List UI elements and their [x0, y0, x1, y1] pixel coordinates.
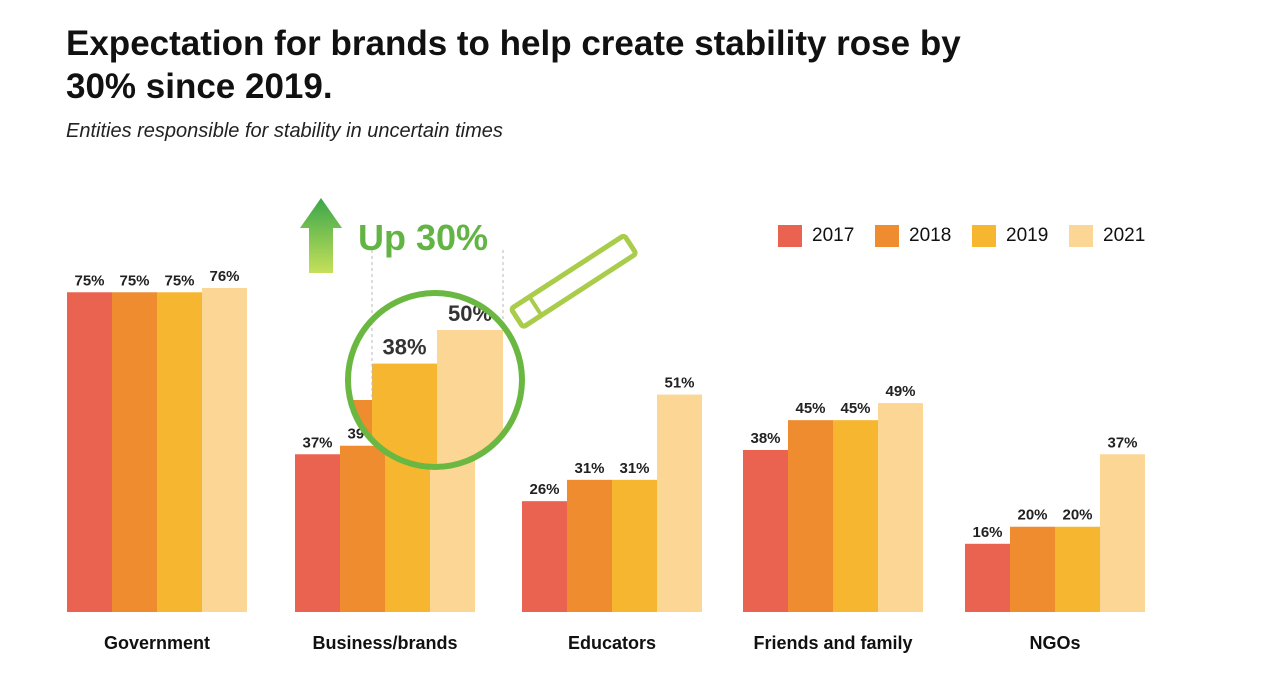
bar-2018-3 — [788, 420, 833, 612]
page-title: Expectation for brands to help create st… — [66, 24, 961, 106]
bar-2018-0 — [112, 292, 157, 612]
magnifier-ring — [345, 290, 525, 470]
legend-label-2017: 2017 — [812, 225, 855, 246]
chart-legend: 2017 2018 2019 2021 — [778, 225, 1166, 247]
bar-2018-2 — [567, 479, 612, 612]
data-label-2021-3: 49% — [885, 383, 915, 400]
data-label-2019-0: 75% — [164, 272, 194, 289]
bar-2019-2 — [612, 479, 657, 612]
magnifier-handle-bar — [509, 233, 638, 329]
magnifier-lens-content: 38% 50% — [350, 295, 520, 465]
legend-item-2021: 2021 — [1069, 225, 1166, 247]
category-label-4: NGOs — [1029, 633, 1080, 653]
data-label-2019-3: 45% — [840, 400, 870, 417]
legend-item-2019: 2019 — [972, 225, 1069, 247]
bar-2021-4 — [1100, 454, 1145, 612]
data-label-2017-4: 16% — [972, 524, 1002, 541]
magnifier-handle-collar — [527, 295, 544, 317]
bar-2017-1 — [295, 454, 340, 612]
data-label-2019-4: 20% — [1062, 507, 1092, 524]
bar-2021-2 — [657, 394, 702, 612]
category-label-1: Business/brands — [312, 633, 457, 653]
bar-2019-0 — [157, 292, 202, 612]
category-label-3: Friends and family — [753, 633, 912, 653]
bar-2019-3 — [833, 420, 878, 612]
data-label-2021-0: 76% — [209, 268, 239, 285]
category-label-0: Government — [104, 633, 210, 653]
chart-subtitle: Entities responsible for stability in un… — [66, 120, 503, 142]
bar-2017-4 — [965, 543, 1010, 612]
lens-value-label-1: 50% — [448, 301, 492, 326]
magnifier-handle — [509, 233, 638, 329]
legend-swatch-2021 — [1069, 225, 1093, 247]
data-label-2021-4: 37% — [1107, 434, 1137, 451]
lens-bar-1 — [437, 330, 503, 465]
data-label-2018-4: 20% — [1017, 507, 1047, 524]
data-label-2017-2: 26% — [529, 481, 559, 498]
bar-2017-3 — [743, 450, 788, 612]
legend-swatch-2017 — [778, 225, 802, 247]
bar-2021-3 — [878, 403, 923, 612]
legend-item-2018: 2018 — [875, 225, 972, 247]
legend-label-2019: 2019 — [1006, 225, 1049, 246]
bar-2018-4 — [1010, 526, 1055, 612]
legend-label-2018: 2018 — [909, 225, 952, 246]
bar-2019-4 — [1055, 526, 1100, 612]
data-label-2018-3: 45% — [795, 400, 825, 417]
lens-value-label-0: 38% — [382, 335, 426, 360]
bar-2021-0 — [202, 288, 247, 612]
data-label-2017-0: 75% — [74, 272, 104, 289]
data-label-2019-2: 31% — [619, 460, 649, 477]
up-arrow-icon — [300, 198, 342, 273]
legend-swatch-2018 — [875, 225, 899, 247]
data-label-2017-1: 37% — [302, 434, 332, 451]
bar-2019-1 — [385, 450, 430, 612]
bar-2018-1 — [340, 445, 385, 612]
legend-item-2017: 2017 — [778, 225, 875, 247]
data-label-2018-2: 31% — [574, 460, 604, 477]
category-label-2: Educators — [568, 633, 656, 653]
data-label-2021-2: 51% — [664, 375, 694, 392]
bar-2017-0 — [67, 292, 112, 612]
bar-2017-2 — [522, 501, 567, 612]
legend-swatch-2019 — [972, 225, 996, 247]
legend-label-2021: 2021 — [1103, 225, 1146, 246]
callout-text: Up 30% — [358, 217, 488, 258]
data-label-2017-3: 38% — [750, 430, 780, 447]
data-label-2018-0: 75% — [119, 272, 149, 289]
